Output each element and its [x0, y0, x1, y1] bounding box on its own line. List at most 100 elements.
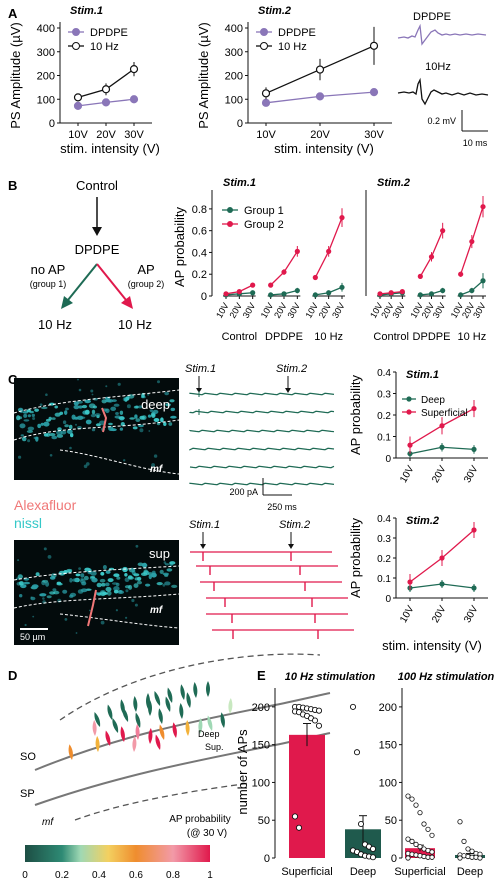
e-point	[409, 838, 415, 844]
a-legend-marker	[72, 42, 80, 50]
schematic-sup: Sup.	[205, 742, 224, 752]
legend-alexafluor: Alexafluor	[14, 497, 77, 513]
nissl-cell	[77, 589, 84, 594]
b-point	[440, 228, 446, 234]
e-point	[461, 838, 467, 844]
a-point	[129, 64, 139, 74]
c-scale-current: 200 pA	[229, 487, 258, 497]
nissl-cell	[151, 413, 156, 418]
nissl-cell	[116, 576, 121, 580]
nissl-cell	[110, 406, 117, 411]
nissl-cell-sparse	[163, 561, 167, 564]
nissl-cell	[91, 577, 98, 583]
nissl-cell	[70, 433, 74, 438]
panel-c-traces: Stim.1 Stim.2 200 pA 250 ms Stim.1 Stim.2	[185, 363, 354, 639]
b-point	[428, 254, 435, 260]
nissl-cell	[135, 418, 141, 422]
b-ytick-label: 0	[201, 291, 207, 303]
a-point	[369, 88, 379, 97]
nissl-cell-sparse	[49, 454, 53, 457]
nissl-cell-sparse	[125, 616, 128, 619]
nissl-cell	[169, 399, 175, 403]
nissl-cell	[69, 578, 73, 583]
c-scale-time: 250 ms	[267, 502, 297, 512]
e-ytick-label: 150	[379, 740, 397, 752]
e-bar	[289, 734, 325, 858]
a-point	[261, 98, 271, 107]
b-ytick-label: 0.6	[192, 226, 207, 238]
nissl-cell	[66, 570, 72, 573]
b-point	[268, 282, 274, 288]
panel-a-traces: DPDPE 10Hz 0.2 mV 10 ms	[397, 11, 489, 148]
nissl-cell	[27, 426, 35, 431]
b-point	[399, 289, 405, 295]
b-ytick-label: 0.8	[192, 204, 207, 216]
schematic-neuron-sup	[159, 724, 165, 740]
nissl-cell	[112, 582, 118, 585]
nissl-cell	[138, 424, 144, 428]
nissl-cell-sparse	[78, 388, 82, 392]
schematic-neuron-deep	[206, 681, 210, 697]
nissl-cell	[54, 405, 58, 409]
nissl-cell	[63, 410, 68, 415]
nissl-cell	[113, 586, 120, 592]
b-condition-label: DPDPE	[413, 331, 451, 343]
nissl-cell-sparse	[90, 389, 94, 393]
a-legend-marker	[260, 42, 268, 50]
colorbar	[25, 845, 210, 862]
nissl-cell	[133, 573, 140, 577]
a-ytick-label: 300	[37, 47, 55, 59]
c-point	[471, 585, 477, 591]
a-ylabel: PS Amplitude (µV)	[196, 22, 211, 128]
panel-label-d: D	[8, 668, 17, 683]
c-stim2-arrowhead-deep	[285, 388, 291, 393]
schematic-neuron-deep	[193, 682, 198, 698]
cbar-sub: (@ 30 V)	[187, 828, 227, 839]
nissl-cell	[23, 419, 30, 422]
a-xlabel: stim. intensity (V)	[60, 141, 160, 156]
a-legend-label: 10 Hz	[90, 41, 119, 53]
nissl-cell-sparse	[123, 459, 126, 462]
c-xtick-label: 10V	[398, 464, 417, 485]
flow-arrowhead-group1	[61, 296, 73, 309]
c-xtick-label: 30V	[462, 464, 481, 485]
e-ytick-label: 0	[391, 853, 397, 865]
b-condition-label: DPDPE	[265, 331, 303, 343]
panel-label-e: E	[257, 668, 266, 683]
image-sup-mf: mf	[150, 605, 164, 616]
e-point	[421, 821, 427, 827]
nissl-cell-sparse	[45, 393, 48, 397]
e-point	[429, 854, 435, 860]
nissl-cell	[101, 582, 106, 587]
cbar-title: AP probability	[169, 814, 231, 825]
nissl-cell-sparse	[117, 382, 121, 386]
c-ytick-label: 0.2	[377, 411, 391, 422]
nissl-cell	[20, 434, 24, 437]
a-xtick-label: 10V	[256, 129, 276, 141]
nissl-cell	[120, 422, 125, 427]
nissl-cell	[54, 412, 61, 417]
nissl-cell	[113, 589, 119, 594]
c-xtick-label: 10V	[398, 604, 417, 625]
nissl-cell-sparse	[30, 596, 33, 599]
scale-label-voltage: 0.2 mV	[427, 116, 456, 126]
schematic-neuron-deep	[158, 708, 163, 724]
flow-group2-sub: (group 2)	[128, 279, 165, 289]
panel-label-b: B	[8, 178, 17, 193]
e-xcat-label: Deep	[457, 866, 483, 878]
b-series-line	[270, 251, 298, 286]
nissl-cell	[83, 575, 89, 581]
nissl-cell	[108, 426, 114, 431]
a-point	[101, 85, 111, 94]
a-ytick-label: 0	[237, 118, 243, 130]
nissl-cell	[84, 567, 91, 572]
image-deep-cells	[16, 378, 177, 469]
nissl-cell	[152, 409, 159, 414]
e-point	[295, 824, 303, 831]
flow-10hz-left: 10 Hz	[38, 317, 72, 332]
nissl-cell-sparse	[32, 417, 36, 420]
nissl-cell	[105, 408, 110, 414]
b-xtick-label: 30V	[285, 301, 302, 320]
c-ytick-label: 0.3	[377, 534, 391, 545]
nissl-cell	[42, 579, 49, 583]
